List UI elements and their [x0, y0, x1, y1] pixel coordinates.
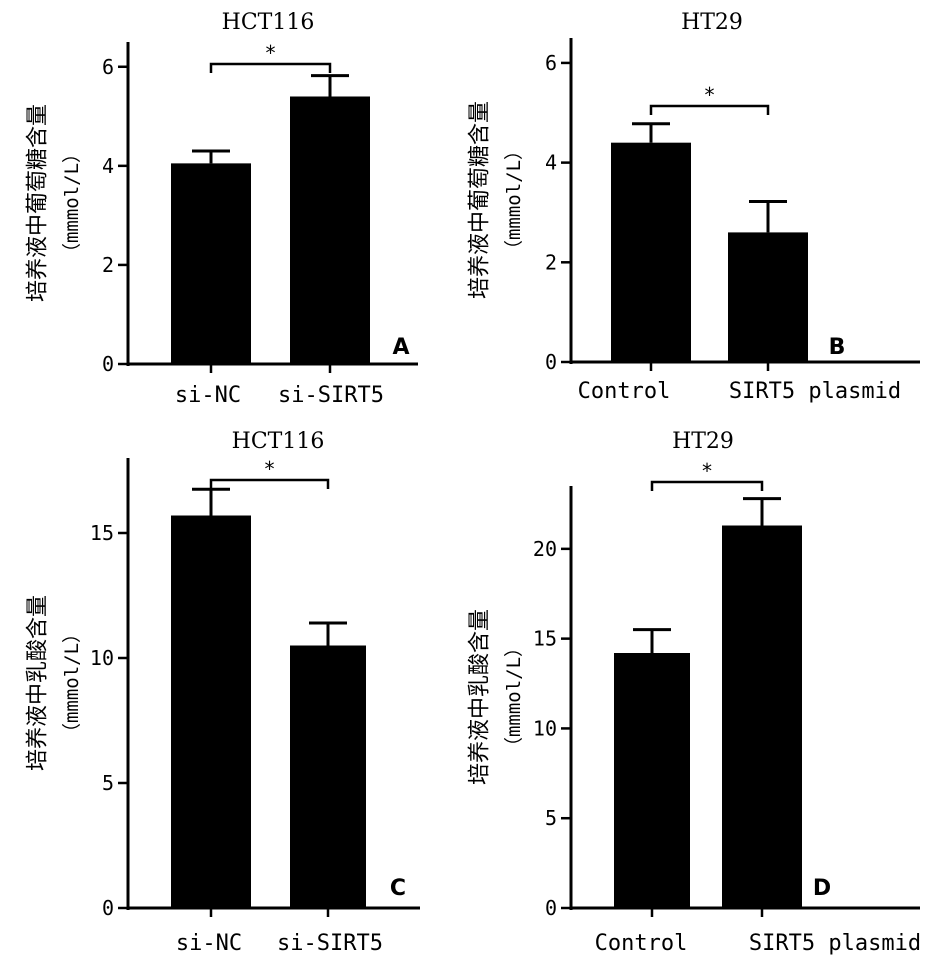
panel-a-title: HCT116 — [222, 10, 315, 35]
panel-b-significance-mark: * — [703, 83, 715, 107]
panel-a-ytick-label: 0 — [102, 352, 114, 376]
panel-d-significance-mark: * — [701, 459, 713, 483]
panel-d-bar — [722, 525, 802, 908]
panel-c-category-label: si-SIRT5 — [277, 931, 383, 956]
panel-c-significance-bracket — [209, 478, 330, 489]
panel-b-ylabel-unit: （mmmol/L） — [503, 141, 525, 259]
panel-b-ylabel: 培养液中葡萄糖含量 — [468, 101, 493, 299]
panel-a-bar — [171, 163, 251, 364]
panel-d-bar — [614, 653, 690, 908]
panel-a-category-label: si-NC — [175, 383, 241, 408]
panel-c-significance-mark: * — [263, 457, 275, 481]
panel-a-significance-mark: * — [264, 41, 276, 65]
panel-b-significance-bracket — [649, 104, 770, 115]
panel-b-bar — [611, 142, 691, 362]
panel-d-letter: D — [813, 876, 831, 901]
panel-c-ylabel: 培养液中乳酸含量 — [26, 595, 51, 771]
panel-a-category-label: si-SIRT5 — [278, 383, 384, 408]
panel-b-ytick-label: 4 — [545, 151, 557, 175]
panel-d-ylabel: 培养液中乳酸含量 — [468, 609, 493, 785]
panel-c-letter: C — [390, 876, 406, 901]
panel-b-letter: B — [829, 335, 846, 360]
panel-d-ytick-label: 20 — [533, 537, 557, 561]
panel-c-title: HCT116 — [232, 429, 325, 454]
panel-c-bar — [171, 515, 251, 908]
panel-d-category-label: Control — [595, 931, 688, 956]
panel-b-ytick-label: 6 — [545, 51, 557, 75]
panel-a-ylabel-unit: （mmmol/L） — [61, 144, 83, 262]
panel-d-title: HT29 — [672, 429, 734, 454]
panel-a-ytick-label: 2 — [102, 253, 114, 277]
panel-d-ytick-label: 5 — [545, 806, 557, 830]
panel-c-ytick-label: 15 — [90, 521, 114, 545]
panel-d-category-label: SIRT5 plasmid — [749, 931, 921, 956]
panel-a-ytick-label: 6 — [102, 55, 114, 79]
panel-a-letter: A — [392, 335, 409, 360]
panel-a-significance-bracket — [209, 62, 332, 73]
panel-a-ytick-label: 4 — [102, 154, 114, 178]
panel-d-ytick-label: 15 — [533, 627, 557, 651]
panel-d-ytick-label: 10 — [533, 716, 557, 740]
panel-b-category-label: Control — [578, 379, 671, 404]
panel-c-ytick-label: 10 — [90, 646, 114, 670]
panel-b-bar — [728, 232, 808, 362]
panel-d-significance-bracket — [650, 480, 764, 491]
panel-c-ytick-label: 0 — [102, 896, 114, 920]
panel-b-ytick-label: 2 — [545, 250, 557, 274]
panel-b-ytick-label: 0 — [545, 350, 557, 374]
panel-c-ytick-label: 5 — [102, 771, 114, 795]
panel-a-bar — [290, 96, 370, 364]
panel-a-ylabel: 培养液中葡萄糖含量 — [26, 104, 51, 302]
panel-b-category-label: SIRT5 plasmid — [729, 379, 901, 404]
panel-d-ylabel-unit: （mmmol/L） — [503, 638, 525, 756]
panel-c-ylabel-unit: （mmmol/L） — [61, 624, 83, 742]
panel-d-ytick-label: 0 — [545, 896, 557, 920]
panel-b-title: HT29 — [681, 10, 743, 35]
panel-c-category-label: si-NC — [176, 931, 242, 956]
panel-c-bar — [290, 645, 366, 908]
